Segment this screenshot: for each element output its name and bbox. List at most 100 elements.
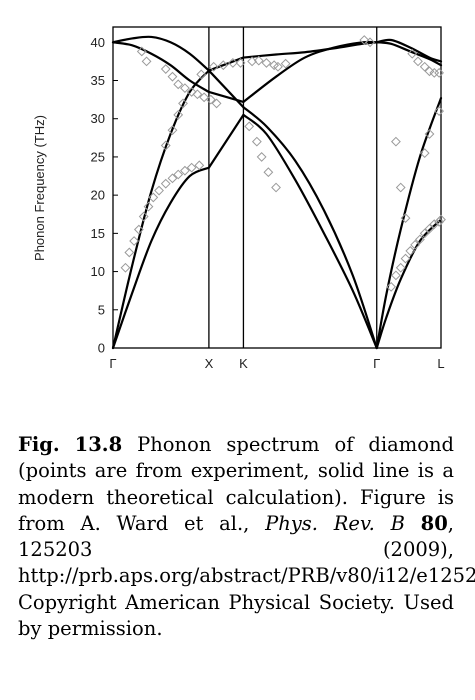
experiment-point: [167, 125, 178, 136]
caption-journal: Phys. Rev. B: [265, 511, 405, 535]
experiment-point: [180, 83, 190, 94]
experiment-point: [167, 71, 178, 82]
experiment-point: [410, 239, 421, 250]
experiment-point: [227, 58, 238, 68]
experiment-point: [211, 98, 222, 109]
y-tick-label: 10: [91, 264, 105, 279]
experiment-point: [429, 219, 440, 230]
experiment-point: [424, 129, 435, 139]
experiment-point: [148, 192, 159, 203]
experiment-point: [205, 94, 216, 105]
experiment-point: [192, 89, 203, 100]
experiment-point: [244, 121, 255, 132]
theory-branch-line: [111, 41, 211, 94]
experiment-point: [400, 253, 411, 264]
experiment-point: [173, 109, 184, 120]
y-tick-label: 25: [91, 149, 105, 164]
experiment-point: [160, 178, 171, 189]
experiment-point: [414, 234, 425, 245]
experiment-point: [235, 58, 246, 68]
experiment-point: [400, 213, 411, 223]
experiment-point: [199, 92, 210, 103]
theory-branch-line: [111, 35, 211, 72]
caption-fig-label: Fig.: [18, 433, 60, 456]
experiment-point: [391, 270, 401, 281]
experiment-point: [271, 182, 281, 193]
caption-space: [405, 512, 421, 535]
x-tick-label: X: [205, 356, 214, 371]
experiment-point: [167, 173, 178, 184]
theory-branch-line: [207, 90, 245, 103]
experiment-point: [173, 169, 184, 180]
theory-branch-line: [375, 96, 443, 350]
experiment-point: [395, 182, 406, 193]
experiment-point: [196, 69, 207, 80]
experiment-point: [133, 224, 144, 235]
experiment-point: [434, 67, 444, 78]
experiment-point: [253, 55, 264, 66]
theory-branch-line: [242, 40, 378, 103]
caption-volume: 80: [420, 511, 448, 535]
experiment-point: [419, 228, 430, 239]
theory-branch-line: [375, 38, 443, 63]
experiment-point: [124, 247, 135, 258]
experiment-point: [436, 214, 446, 225]
experiment-point: [424, 223, 435, 234]
experiment-point: [154, 185, 164, 196]
phonon-chart-figure: 0 5 10 15 20 25 30 35 40 Γ X K Γ L Phonon Frequency …: [32, 26, 446, 371]
experiment-point: [186, 162, 197, 173]
experiment-point: [273, 61, 283, 72]
theory-branch-line: [111, 69, 211, 350]
caption-fig-number: 13.8: [74, 433, 123, 456]
experiment-point: [208, 61, 219, 72]
experiment-point: [180, 165, 190, 176]
x-tick-label: Γ: [109, 356, 116, 371]
experiment-point: [434, 216, 444, 227]
experiment-point: [129, 236, 140, 246]
y-tick-label: 40: [91, 35, 105, 50]
experiment-point: [407, 48, 418, 59]
y-tick-label: 15: [91, 226, 105, 241]
y-axis-label: Phonon Frequency (THz): [32, 115, 47, 261]
theory-branch-line: [242, 106, 378, 350]
experiment-point: [120, 262, 131, 273]
experiment-point: [413, 56, 423, 67]
experiment-point: [263, 167, 274, 178]
plot-frame: [112, 26, 442, 349]
experiment-point: [405, 246, 416, 256]
experiment-point: [186, 87, 197, 97]
phonon-dispersion-chart: 0 5 10 15 20 25 30 35 40 Γ X K Γ L Phonon Frequency …: [32, 26, 446, 371]
experiment-point: [429, 67, 440, 78]
figure-caption: Fig. 13.8 Phonon spectrum of diamond (po…: [18, 432, 475, 642]
experiment-point: [141, 56, 152, 67]
y-tick-label: 0: [98, 341, 105, 356]
experiment-point: [269, 60, 280, 71]
experiment-point: [434, 106, 444, 116]
theory-branch-line: [375, 41, 443, 67]
theory-branch-line: [375, 218, 443, 350]
experiment-point: [160, 140, 171, 151]
experiment-point: [218, 60, 229, 71]
theory-branch-line: [111, 166, 211, 350]
experiment-point: [178, 98, 188, 109]
experiment-point: [143, 201, 154, 212]
y-tick-label: 30: [91, 111, 105, 126]
theory-branch-line: [242, 113, 378, 350]
experiment-point: [419, 61, 430, 72]
experiment-point: [194, 160, 205, 171]
y-tick-label: 20: [91, 188, 105, 203]
experiment-point: [173, 79, 184, 90]
experiment-point: [136, 46, 147, 57]
theory-branch-line: [207, 113, 245, 169]
experiment-point: [365, 37, 375, 48]
x-tick-label: K: [239, 356, 248, 371]
experiment-point: [391, 136, 401, 147]
experiment-point: [256, 152, 267, 162]
experiment-point: [160, 64, 171, 74]
experiment-point: [359, 35, 370, 45]
experiment-point: [261, 58, 272, 68]
experiment-point: [251, 136, 262, 147]
caption-text-2: , 125203 (2009), http://prb.aps.org/abst…: [18, 511, 475, 641]
experiment-point: [424, 66, 435, 77]
x-tick-label: Γ: [373, 356, 380, 371]
